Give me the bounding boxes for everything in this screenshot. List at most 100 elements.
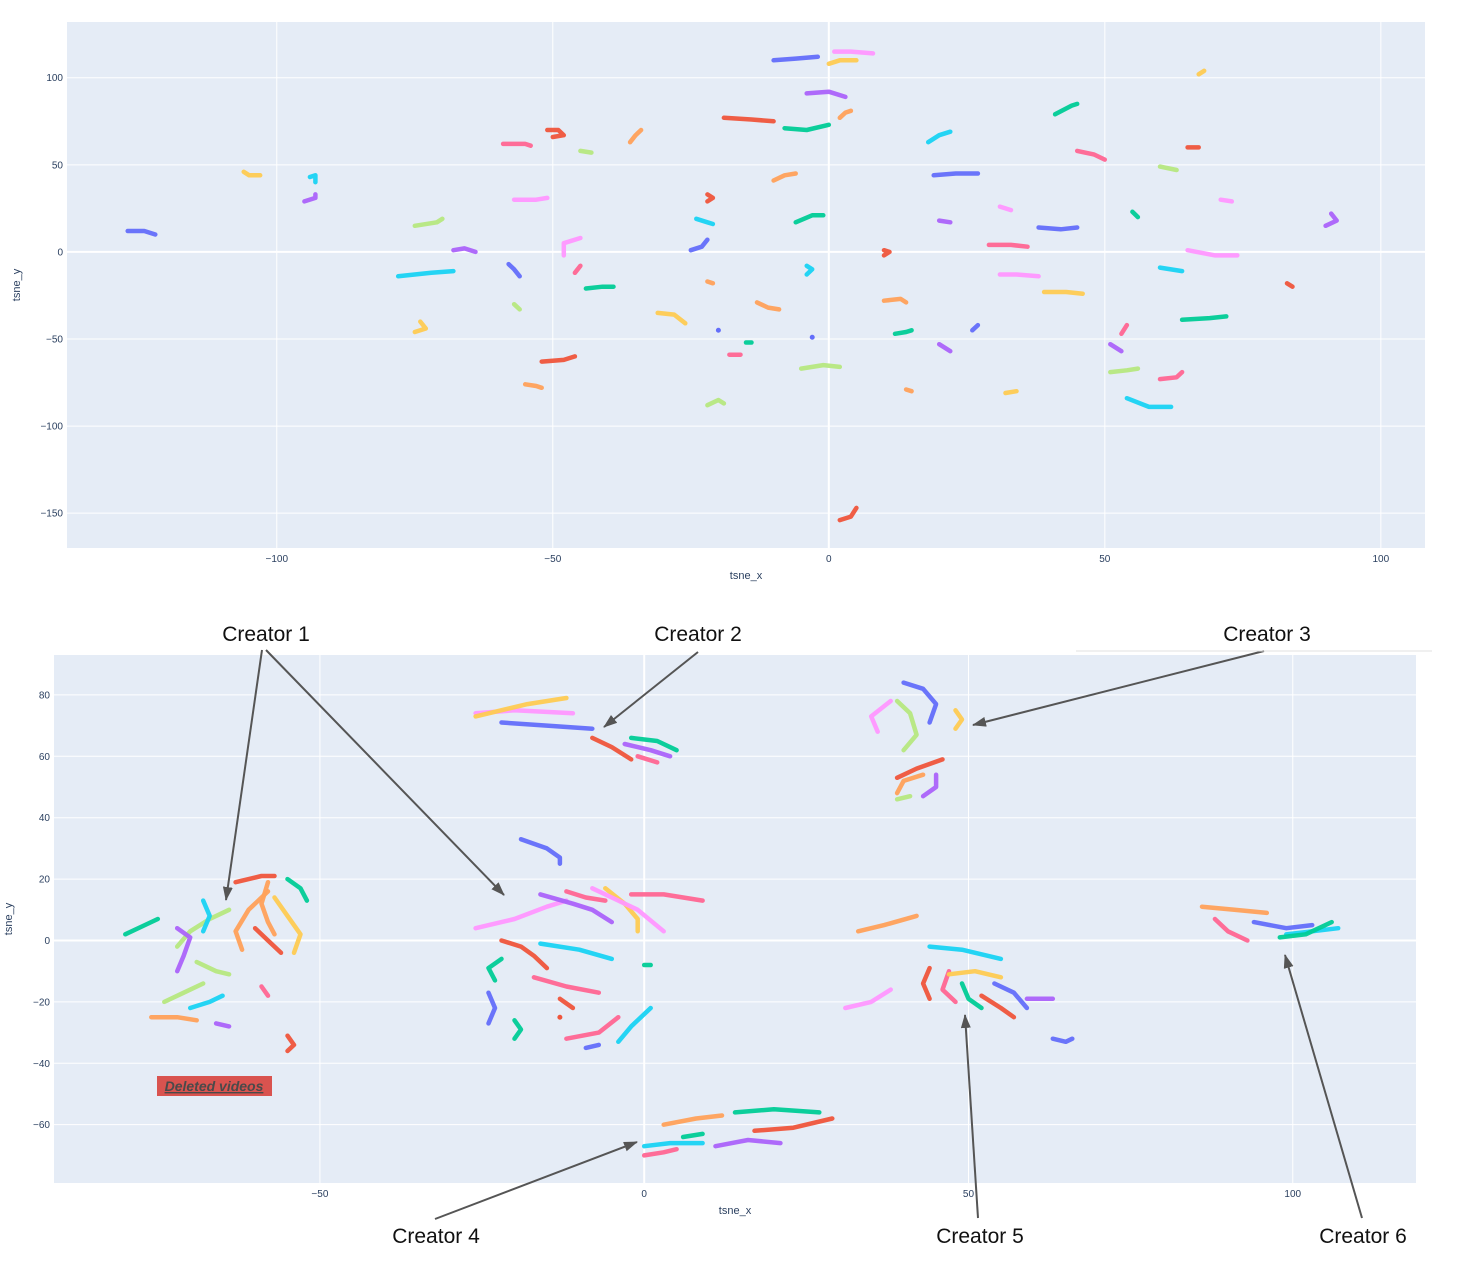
bot-y-tick-label: −20 [33,997,50,1008]
data-point-trail [451,246,478,255]
data-point-trail [252,925,284,956]
bot-y-tick-label: 40 [39,813,51,824]
data-point-trail [511,301,522,312]
data-point-trail [986,242,1030,249]
data-point-trail [940,968,958,1005]
top-plot-area [67,22,1425,548]
bottom-x-axis-title: tsne_x [719,1205,752,1217]
data-point-trail [125,228,158,237]
data-point-trail [473,695,569,719]
data-point-trail [1124,395,1174,410]
data-point-trail [499,720,595,731]
data-point-trail [590,886,666,934]
data-point-trail [583,1042,602,1051]
arrow-creator-4 [434,1141,638,1220]
data-point-trail [927,944,1004,962]
bottom-y-tick-labels: 80 60 40 20 0 −20 −40 −60 [33,690,50,1131]
data-point-trail [302,192,318,204]
top-y-tick-label: 50 [52,160,64,171]
data-point-trail [754,300,782,312]
deleted-videos-box [157,1076,272,1096]
data-point-trail [641,1146,679,1158]
data-point-trail [1108,341,1124,354]
data-point-trail [680,1131,705,1140]
data-point-trail [881,296,909,305]
data-point [557,1014,563,1020]
creator-annotations: Creator 1 Creator 2 Creator 3 Creator 4 … [222,623,1432,1248]
data-point-trail [395,268,456,279]
data-point-trail [1179,314,1229,323]
data-point-trail [123,916,161,937]
data-point-trail [920,965,932,1002]
data-point-trail [149,1014,199,1023]
data-point-trail [259,984,271,998]
top-x-tick-label: −100 [266,554,289,565]
data-point-trail [412,216,445,229]
data-point-trail [997,204,1014,213]
top-scatter-chart: −100 −50 0 50 100 100 50 0 −50 −100 −150 tsne_x t… [11,22,1425,582]
creator-4-label: Creator 4 [392,1225,480,1248]
data-point-trail [1036,225,1080,232]
data-point-trail [793,213,826,225]
data-point-trail [992,981,1030,1011]
data-point-trail [572,263,583,276]
data-point-trail [1218,197,1235,204]
data-point-trail [1284,281,1295,289]
data-point-trail [564,889,608,903]
creator-6-label: Creator 6 [1319,1225,1407,1248]
data-point-trail [539,354,578,364]
bottom-grid [54,655,1416,1183]
data-point-trail [1130,209,1141,220]
data-point-trail [628,892,705,903]
data-point-trail [1251,919,1315,931]
bot-y-tick-label: 80 [39,690,51,701]
data-point-trail [578,148,594,155]
data-point-trail [894,772,926,796]
data-point-trail [200,898,212,934]
data-point-trail [641,1140,705,1149]
data-point-trail [894,757,945,781]
data-point [715,327,721,333]
data-point-trail [561,235,583,258]
top-x-tick-label: −50 [544,554,561,565]
data-point-trail [473,898,569,931]
data-point-trail [688,237,710,253]
data-point-trail [486,956,504,983]
data-point-trail [616,1005,653,1045]
data-point-trail [545,127,567,140]
data-point-trail [804,89,848,100]
data-point-trail [285,1033,297,1054]
top-data-points [125,49,1339,523]
data-point-trail [506,261,522,279]
data-point-trail [979,993,1017,1020]
data-point-trail [771,54,821,63]
data-point-trail [564,1014,621,1041]
bottom-x-tick-labels: −50 0 50 100 [311,1189,1301,1200]
data-point-trail [412,319,429,335]
data-point-trail [997,272,1041,279]
data-point-trail [804,263,815,277]
data-point-trail [162,981,206,1005]
arrow-creator-1b [265,649,505,896]
data-point-trail [635,754,660,765]
data-point-trail [499,938,550,971]
data-point-trail [881,247,892,258]
bottom-y-axis-title: tsne_y [3,902,15,935]
data-point-trail [705,279,716,286]
data-point-trail [1041,289,1085,296]
arrow-creator-2 [603,651,699,728]
data-point-trail [959,981,984,1011]
data-point-trail [1157,265,1185,274]
data-point-trail [953,708,965,731]
data-point-trail [713,1137,783,1149]
data-point-trail [1323,211,1339,229]
top-grid [67,22,1425,548]
data-point-trail [1050,1036,1075,1045]
data-point-trail [936,341,953,354]
data-point-trail [1074,148,1108,162]
data-point-trail [721,115,776,124]
data-point-trail [931,171,981,178]
data-point-trail [782,122,832,133]
data-point-trail [213,1021,232,1029]
data-point-trail [1185,247,1240,258]
